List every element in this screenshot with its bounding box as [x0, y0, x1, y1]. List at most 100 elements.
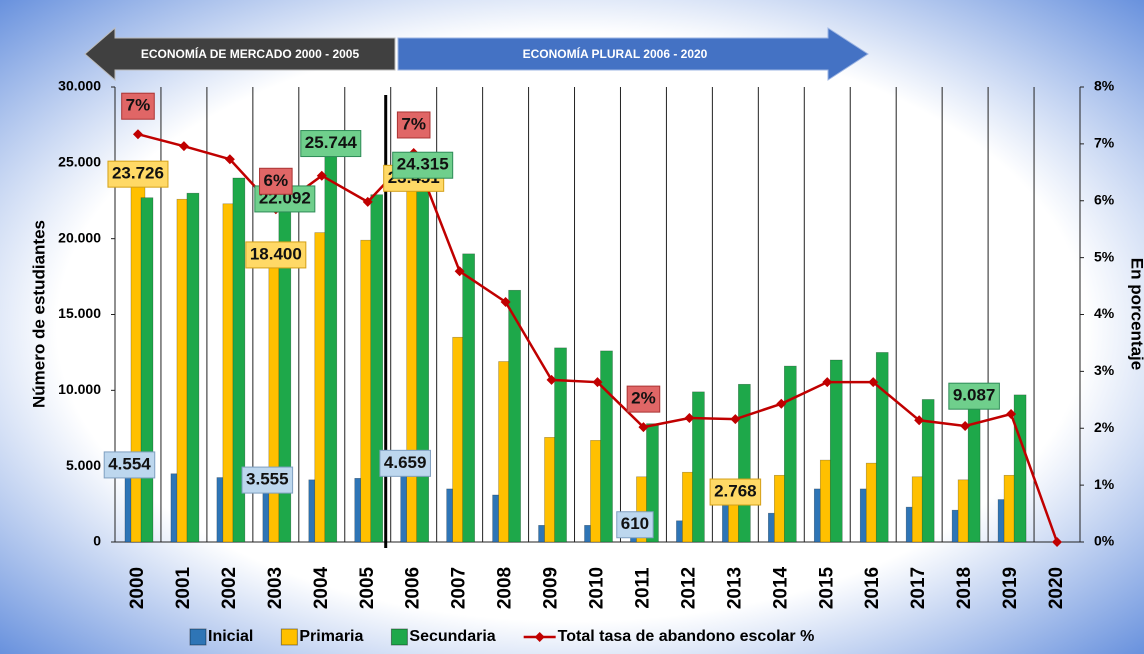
bar	[416, 172, 429, 543]
y2-tick-label: 2%	[1094, 419, 1115, 435]
data-label-box	[626, 385, 661, 413]
data-label: 24.315	[397, 155, 449, 174]
data-label: 25.744	[305, 133, 358, 152]
y2-tick-label: 8%	[1094, 78, 1115, 94]
data-label: 9.087	[953, 386, 996, 405]
bar	[554, 347, 567, 543]
x-tick-label: 2004	[311, 566, 332, 609]
data-label-box	[379, 449, 431, 477]
data-label: 23.726	[112, 164, 164, 183]
data-label-box	[121, 92, 155, 120]
bar	[692, 391, 705, 543]
legend-swatch	[280, 628, 298, 646]
bar	[370, 194, 384, 543]
line-marker	[454, 266, 465, 277]
x-tick-label: 2015	[816, 566, 837, 609]
bar	[600, 350, 613, 543]
data-label: 4.659	[384, 453, 427, 472]
data-label: 610	[621, 514, 649, 533]
bar	[829, 359, 843, 543]
arrow-left	[84, 26, 396, 82]
data-label: 2%	[631, 389, 656, 408]
data-label-box	[396, 111, 431, 139]
y-tick-label: 15.000	[58, 305, 101, 321]
y2-tick-label: 0%	[1094, 533, 1115, 549]
line-marker	[362, 196, 373, 207]
legend-swatch	[390, 628, 408, 646]
annotation: ECONOMÍA DE MERCADO 2000 - 2005	[141, 46, 360, 61]
x-tick-label: 2002	[219, 567, 240, 609]
line-marker	[546, 374, 557, 385]
legend-label: Secundaria	[409, 628, 495, 645]
bar	[1013, 394, 1027, 543]
arrow-right	[397, 27, 869, 81]
x-tick-label: 2017	[908, 567, 929, 609]
legend-marker	[534, 632, 545, 642]
y-tick-label: 10.000	[58, 381, 101, 397]
line-marker	[592, 377, 603, 388]
legend-swatch	[189, 628, 207, 646]
x-tick-label: 2003	[265, 567, 286, 609]
y2-tick-label: 5%	[1094, 248, 1115, 264]
line-marker	[132, 129, 143, 140]
y-tick-label: 20.000	[58, 229, 101, 245]
x-tick-label: 2000	[127, 567, 148, 609]
bar	[784, 365, 797, 543]
x-tick-label: 2007	[449, 567, 470, 609]
x-tick-label: 2018	[954, 567, 975, 609]
bar	[875, 352, 889, 543]
bar	[738, 383, 751, 543]
y-axis-label: Número de estudiantes	[29, 220, 48, 408]
x-tick-label: 2016	[862, 567, 883, 609]
x-tick-label: 2020	[1046, 567, 1067, 609]
line-marker	[1006, 409, 1017, 420]
x-tick-label: 2005	[357, 566, 378, 609]
bar	[140, 197, 154, 543]
y-tick-label: 5.000	[66, 457, 101, 473]
line-marker	[500, 296, 511, 307]
data-label-box	[709, 478, 762, 506]
y-tick-label: 30.000	[58, 78, 101, 94]
x-tick-label: 2009	[541, 567, 562, 609]
line-marker	[224, 154, 235, 165]
bar	[462, 253, 475, 543]
x-tick-label: 2012	[678, 567, 699, 609]
data-label: 2.768	[714, 482, 757, 501]
y-tick-label: 0	[93, 533, 101, 549]
data-label-box	[107, 160, 169, 188]
data-label: 18.400	[250, 244, 302, 263]
x-tick-label: 2001	[173, 566, 194, 609]
data-label: 7%	[126, 96, 151, 115]
x-tick-label: 2011	[632, 567, 653, 609]
data-label: 3.555	[246, 470, 289, 489]
line-marker	[822, 377, 833, 388]
data-label-box	[259, 167, 293, 195]
data-label-box	[616, 511, 654, 539]
y2-tick-label: 4%	[1094, 305, 1115, 321]
legend-label: Primaria	[299, 628, 363, 645]
y2-tick-label: 3%	[1094, 362, 1115, 378]
line-marker	[868, 377, 879, 388]
line-marker	[914, 415, 925, 426]
x-tick-label: 2019	[1000, 567, 1021, 609]
legend-label: Inicial	[208, 628, 253, 645]
annotation: ECONOMÍA PLURAL 2006 - 2020	[523, 46, 708, 61]
data-label-box	[392, 151, 454, 179]
y2-tick-label: 7%	[1094, 135, 1115, 151]
x-tick-label: 2008	[495, 567, 516, 609]
x-tick-label: 2013	[724, 567, 745, 609]
data-label-box	[241, 466, 294, 494]
x-tick-label: 2006	[403, 567, 424, 609]
x-tick-label: 2010	[587, 567, 608, 609]
line-marker	[638, 422, 649, 433]
data-label-box	[300, 130, 362, 158]
data-label-box	[245, 241, 307, 269]
line-marker	[684, 413, 695, 424]
line-marker	[776, 398, 787, 409]
y-tick-label: 25.000	[58, 154, 101, 170]
data-label-box	[948, 382, 1000, 410]
bar	[921, 399, 935, 543]
